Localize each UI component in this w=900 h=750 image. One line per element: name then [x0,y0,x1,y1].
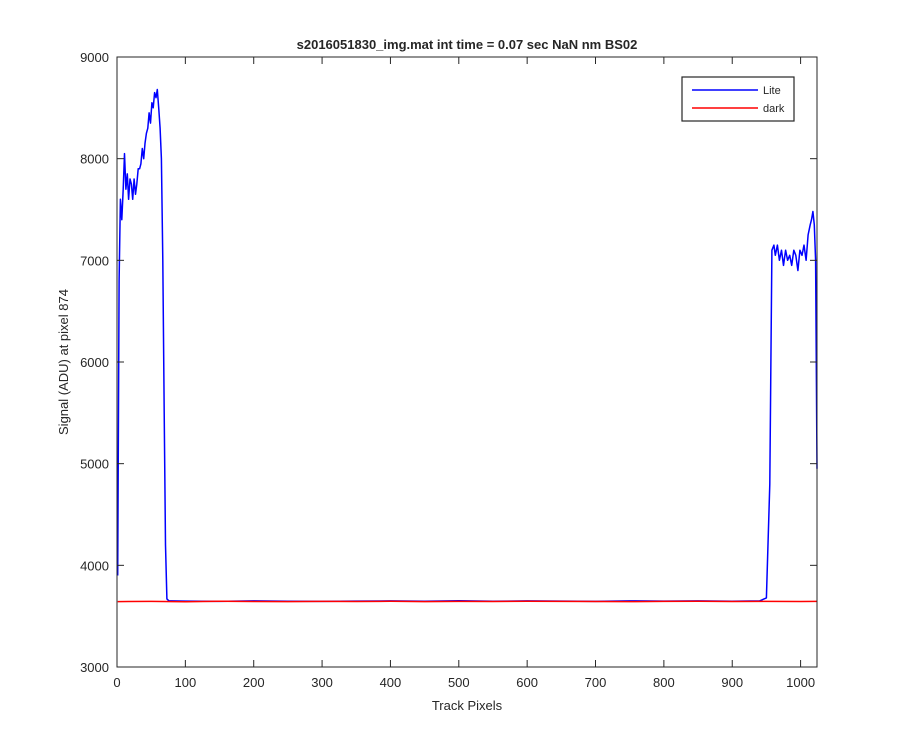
x-tick-label: 300 [311,675,333,690]
series-layer [116,88,818,603]
y-tick-label: 4000 [80,558,109,573]
y-tick-label: 9000 [80,50,109,65]
y-tick-label: 7000 [80,253,109,268]
x-tick-label: 200 [243,675,265,690]
x-tick-label: 700 [585,675,607,690]
chart-title: s2016051830_img.mat int time = 0.07 sec … [297,37,638,52]
x-tick-label: 900 [721,675,743,690]
x-tick-label: 1000 [786,675,815,690]
y-tick-label: 3000 [80,660,109,675]
y-tick-label: 5000 [80,457,109,472]
legend-box [681,76,795,122]
x-tick-label: 800 [653,675,675,690]
plot-area [117,57,817,667]
x-tick-label: 400 [380,675,402,690]
x-axis-label: Track Pixels [432,698,503,713]
legend-label-dark: dark [763,103,785,115]
y-axis-label: Signal (ADU) at pixel 874 [56,289,71,435]
x-tick-label: 600 [516,675,538,690]
y-tick-label: 8000 [80,152,109,167]
legend: Lite dark [681,76,795,122]
x-tick-label: 100 [175,675,197,690]
legend-label-lite: Lite [763,85,781,97]
x-tick-label: 500 [448,675,470,690]
x-tick-label: 0 [113,675,120,690]
y-tick-label: 6000 [80,355,109,370]
tick-layer: 0 100 200 300 400 500 600 700 800 900 1000 3000 4000… [80,50,817,690]
